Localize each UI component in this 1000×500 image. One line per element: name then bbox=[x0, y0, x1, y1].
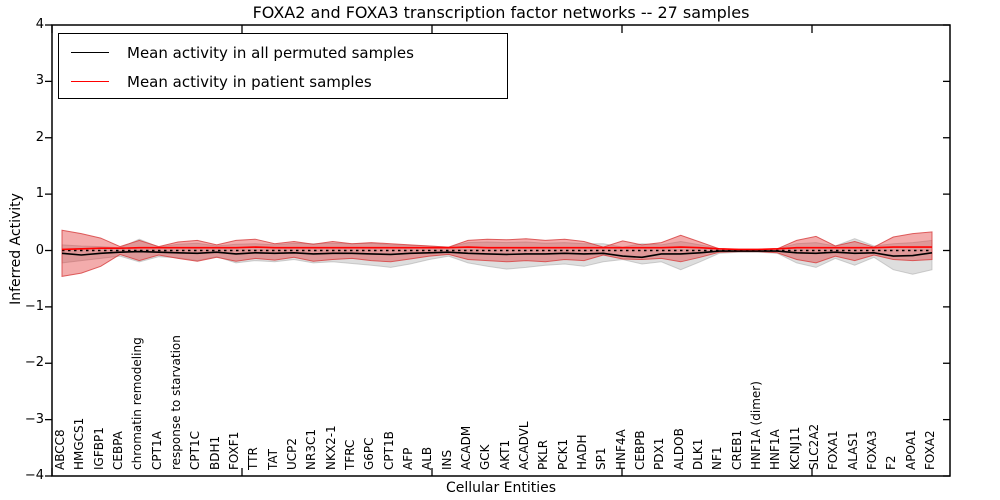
x-category-label: KCNJ11 bbox=[787, 426, 802, 470]
x-category-label: AFP bbox=[401, 447, 415, 470]
x-category-label: TFRC bbox=[343, 439, 357, 470]
x-category-label: ACADM bbox=[459, 425, 473, 470]
x-category-label: PKLR bbox=[536, 439, 551, 470]
y-tick-label: 0 bbox=[35, 242, 44, 258]
x-category-label: HNF1A (dimer) bbox=[749, 381, 763, 470]
x-category-label: GCK bbox=[478, 444, 493, 470]
legend-entry-permuted: Mean activity in all permuted samples bbox=[71, 38, 507, 67]
x-axis-title: Cellular Entities bbox=[445, 480, 557, 496]
x-category-label: CEBPA bbox=[111, 431, 125, 470]
y-tick-label: −2 bbox=[24, 355, 44, 371]
x-category-label: G6PC bbox=[362, 437, 377, 470]
x-category-label: HADH bbox=[575, 434, 589, 471]
x-category-label: UCP2 bbox=[285, 437, 299, 470]
x-category-label: FOXA2 bbox=[923, 430, 937, 470]
y-tick-label: −4 bbox=[24, 468, 44, 483]
x-category-label: HNF1A bbox=[768, 429, 783, 470]
line-patient-mean bbox=[61, 246, 932, 251]
x-category-label: ACADVL bbox=[517, 421, 531, 470]
legend-line-permuted-icon bbox=[71, 52, 109, 53]
x-category-label: AKT1 bbox=[497, 439, 512, 470]
x-category-label: SP1 bbox=[594, 447, 609, 471]
legend-label-patient: Mean activity in patient samples bbox=[127, 72, 372, 91]
x-category-label: ABCC8 bbox=[53, 429, 67, 470]
chart-title: FOXA2 and FOXA3 transcription factor net… bbox=[252, 3, 750, 22]
legend-label-permuted: Mean activity in all permuted samples bbox=[127, 43, 414, 62]
x-category-label: CEBPB bbox=[633, 430, 647, 470]
x-category-label: HNF4A bbox=[613, 429, 628, 470]
x-category-label: TTR bbox=[246, 447, 261, 470]
x-category-label: CREB1 bbox=[729, 429, 744, 470]
x-category-label: NF1 bbox=[710, 446, 725, 470]
x-category-label: F2 bbox=[884, 455, 899, 470]
x-category-label: FOXA1 bbox=[826, 430, 841, 470]
x-category-label: BDH1 bbox=[207, 435, 222, 470]
legend: Mean activity in all permuted samples Me… bbox=[58, 33, 508, 99]
x-category-label: FOXA3 bbox=[865, 430, 879, 470]
x-category-label: PCK1 bbox=[555, 438, 570, 470]
line-permuted-mean bbox=[61, 250, 933, 259]
x-category-label: ALAS1 bbox=[845, 431, 860, 470]
x-category-label: ALDOB bbox=[671, 428, 686, 470]
x-category-label: CPT1A bbox=[149, 431, 164, 470]
x-category-label: NKX2-1 bbox=[323, 425, 338, 470]
x-category-label: SLC2A2 bbox=[807, 423, 821, 470]
y-tick-label: −1 bbox=[24, 298, 44, 314]
x-category-label: PDX1 bbox=[652, 437, 667, 470]
x-category-label: ALB bbox=[420, 446, 435, 470]
x-category-label: TAT bbox=[265, 448, 280, 470]
x-category-label: response to starvation bbox=[169, 335, 183, 470]
x-category-label: CPT1C bbox=[188, 431, 203, 470]
x-category-label: INS bbox=[439, 449, 454, 470]
y-tick-label: 4 bbox=[35, 17, 44, 32]
x-category-label: HMGCS1 bbox=[72, 417, 87, 470]
x-category-label: DLK1 bbox=[691, 438, 705, 470]
band-patient-std bbox=[61, 229, 933, 277]
x-category-label: NR3C1 bbox=[304, 429, 319, 470]
legend-entry-patient: Mean activity in patient samples bbox=[71, 67, 507, 96]
y-tick-label: 2 bbox=[35, 129, 44, 145]
x-category-label: IGFBP1 bbox=[91, 427, 106, 470]
x-category-label: FOXF1 bbox=[227, 431, 241, 470]
legend-line-patient-icon bbox=[71, 81, 109, 82]
y-tick-label: −3 bbox=[24, 411, 44, 427]
y-tick-label: 3 bbox=[35, 73, 44, 89]
y-tick-label: 1 bbox=[35, 186, 44, 202]
x-category-label: chromatin remodeling bbox=[130, 337, 145, 470]
x-category-label: CPT1B bbox=[381, 431, 396, 470]
x-category-label: APOA1 bbox=[903, 429, 918, 470]
